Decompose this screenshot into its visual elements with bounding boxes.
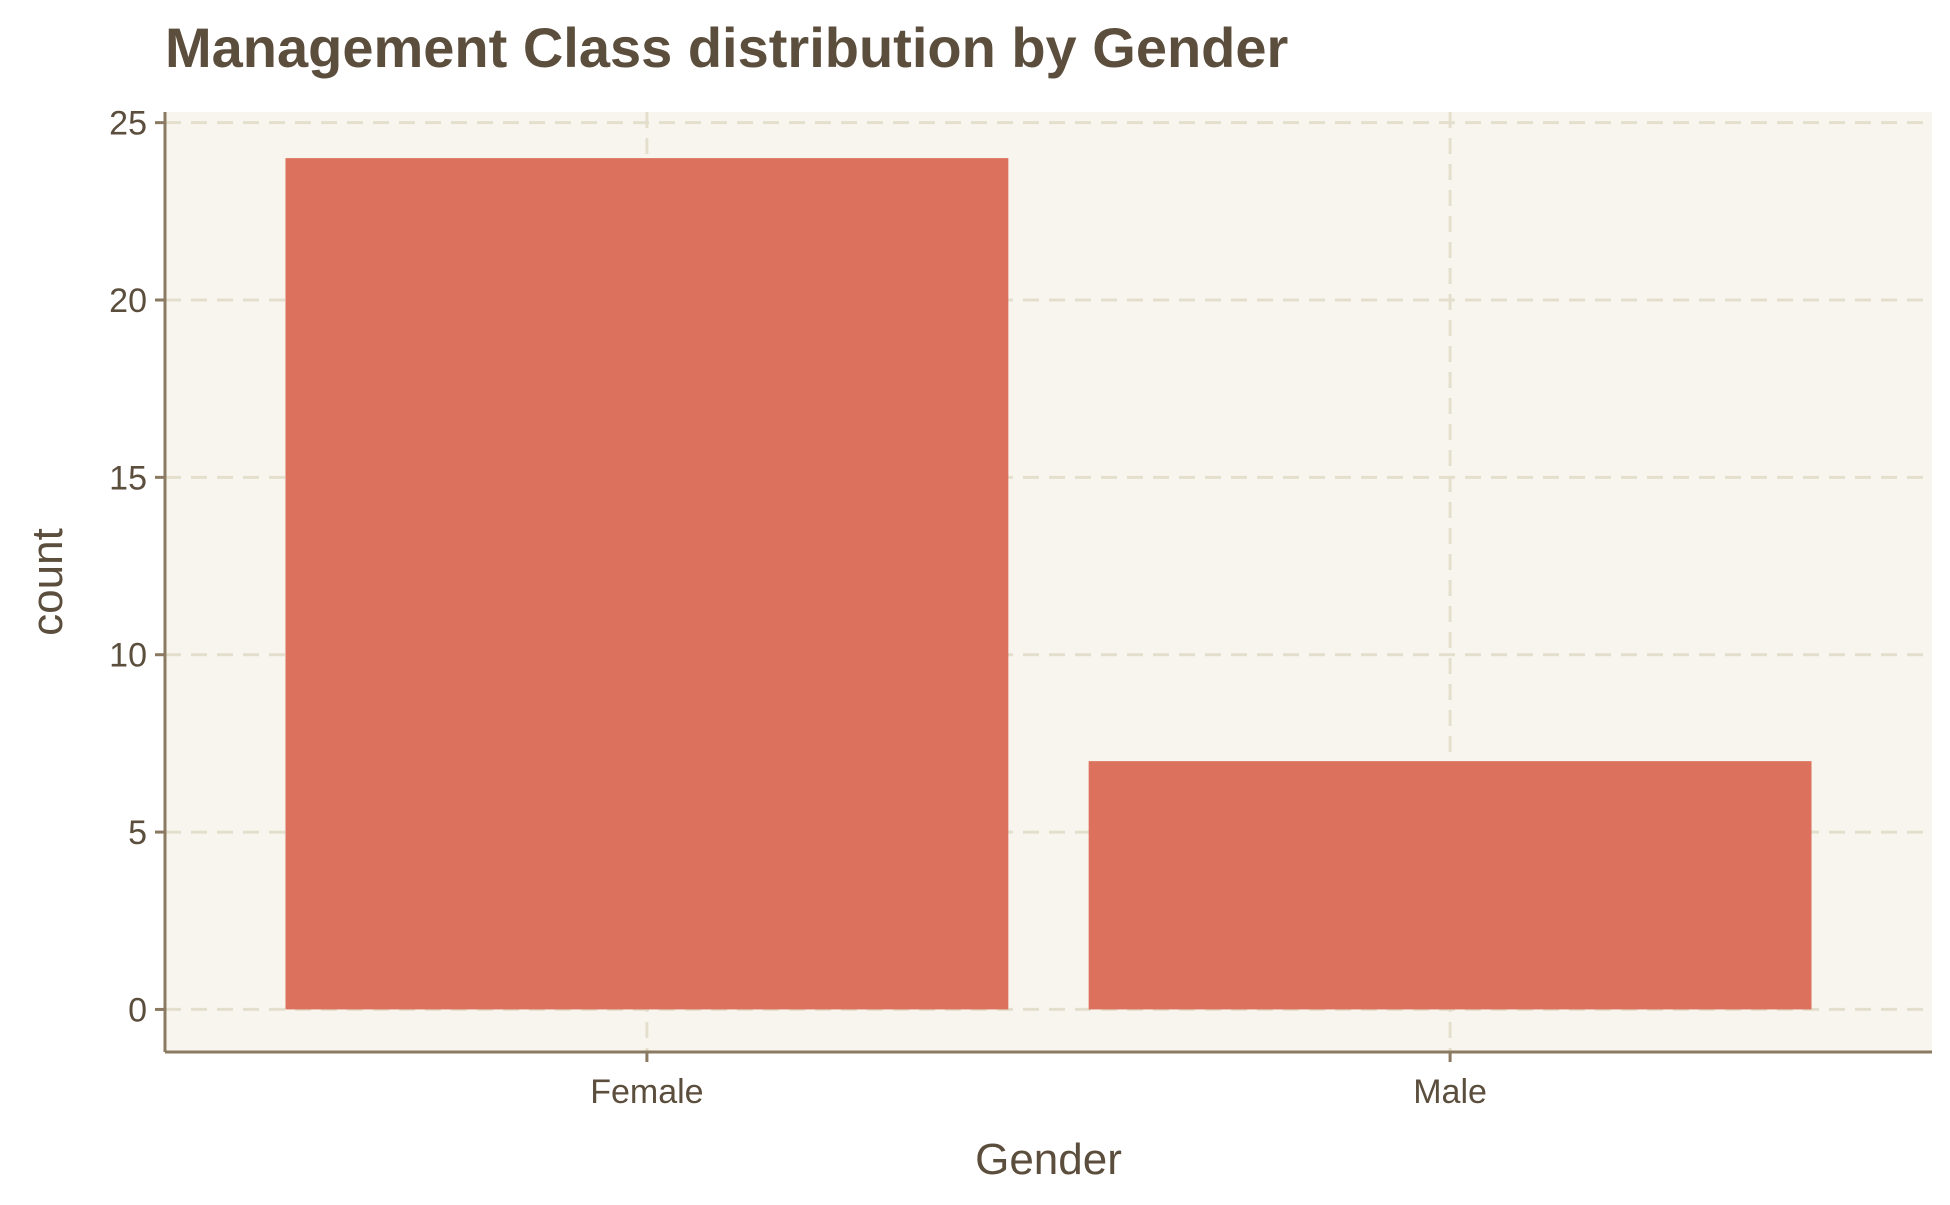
y-tick-label: 20 — [109, 282, 147, 320]
y-tick-label: 5 — [128, 814, 147, 852]
bar-male — [1088, 761, 1812, 1010]
axes — [163, 112, 1932, 1054]
y-tick-label: 15 — [109, 459, 147, 497]
x-tick-label: Male — [1413, 1073, 1487, 1111]
bar-female — [285, 158, 1009, 1010]
chart-title: Management Class distribution by Gender — [165, 16, 1288, 79]
y-tick-label: 0 — [128, 991, 147, 1029]
y-tick-label: 25 — [109, 105, 147, 143]
y-axis-ticks: 0 5 10 15 20 25 — [109, 105, 165, 1029]
x-axis-ticks: Female Male — [590, 1052, 1487, 1111]
y-axis-title: count — [23, 528, 72, 636]
y-tick-label: 10 — [109, 637, 147, 675]
x-tick-label: Female — [590, 1073, 703, 1111]
x-axis-title: Gender — [975, 1135, 1122, 1184]
bars — [285, 158, 1812, 1010]
